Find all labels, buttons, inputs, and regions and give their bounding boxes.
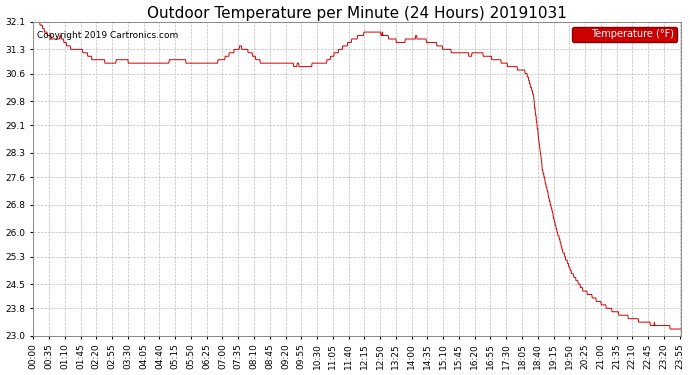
Text: Copyright 2019 Cartronics.com: Copyright 2019 Cartronics.com <box>37 31 178 40</box>
Legend: Temperature (°F): Temperature (°F) <box>572 27 677 42</box>
Title: Outdoor Temperature per Minute (24 Hours) 20191031: Outdoor Temperature per Minute (24 Hours… <box>148 6 567 21</box>
